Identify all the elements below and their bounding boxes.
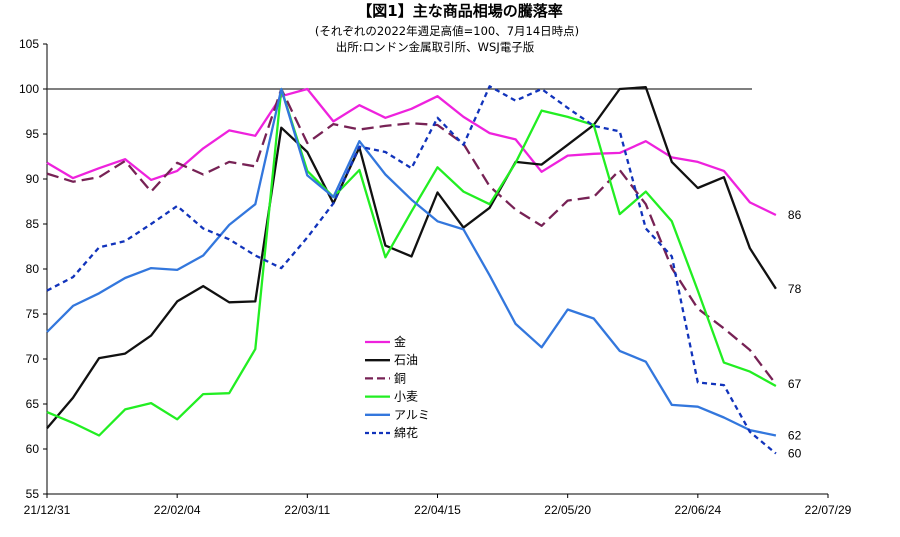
x-tick-label: 22/06/24	[674, 503, 721, 517]
series-line-3	[46, 87, 777, 437]
x-tick-label: 22/05/20	[544, 503, 591, 517]
series-lines	[46, 85, 777, 455]
x-tick-label: 22/02/04	[154, 503, 201, 517]
y-tick-label: 105	[19, 37, 39, 51]
y-tick-label: 80	[26, 262, 40, 276]
chart-title: 【図1】主な商品相場の騰落率	[357, 2, 562, 20]
y-tick-label: 75	[26, 307, 40, 321]
series-line-5	[46, 85, 777, 455]
y-tick-label: 85	[26, 217, 40, 231]
legend-label-0: 金	[394, 334, 406, 349]
end-label-5: 60	[788, 447, 802, 461]
x-tick-label: 22/04/15	[414, 503, 461, 517]
y-tick-label: 55	[26, 487, 40, 501]
series-line-0	[46, 87, 777, 217]
y-tick-label: 70	[26, 352, 40, 366]
y-tick-label: 90	[26, 172, 40, 186]
end-label-2: 67	[788, 377, 802, 391]
x-ticks: 21/12/31 22/02/04 22/03/11 22/04/15 22/05/20…	[24, 494, 852, 517]
x-tick-label: 22/03/11	[284, 503, 330, 517]
plot-area: 55 60 65 70 75 80 85 90 95 100 105 21/12/31 22/02/0…	[19, 37, 852, 517]
series-line-2	[46, 87, 777, 385]
y-ticks: 55 60 65 70 75 80 85 90 95 100 105	[19, 37, 47, 501]
end-labels: 86 78 67 62 60	[788, 208, 802, 461]
end-label-0: 86	[788, 208, 802, 222]
end-label-1: 78	[788, 282, 802, 296]
x-tick-label: 22/07/29	[805, 503, 852, 517]
legend-label-3: 小麦	[394, 390, 418, 404]
legend-label-5: 綿花	[394, 425, 418, 440]
y-tick-label: 100	[19, 82, 39, 96]
end-label-4: 62	[788, 429, 802, 443]
legend-label-4: アルミ	[394, 408, 430, 422]
y-tick-label: 60	[26, 442, 40, 456]
chart-subtitle: (それぞれの2022年週足高値=100、7月14日時点)	[315, 24, 579, 38]
series-line-1	[46, 86, 777, 430]
legend-label-2: 銅	[394, 371, 406, 385]
x-tick-label: 21/12/31	[24, 503, 71, 517]
y-tick-label: 95	[26, 127, 40, 141]
legend-label-1: 石油	[394, 353, 418, 367]
series-line-4	[46, 87, 777, 437]
chart-source: 出所:ロンドン金属取引所、WSJ電子版	[336, 40, 535, 54]
y-tick-label: 65	[26, 397, 40, 411]
